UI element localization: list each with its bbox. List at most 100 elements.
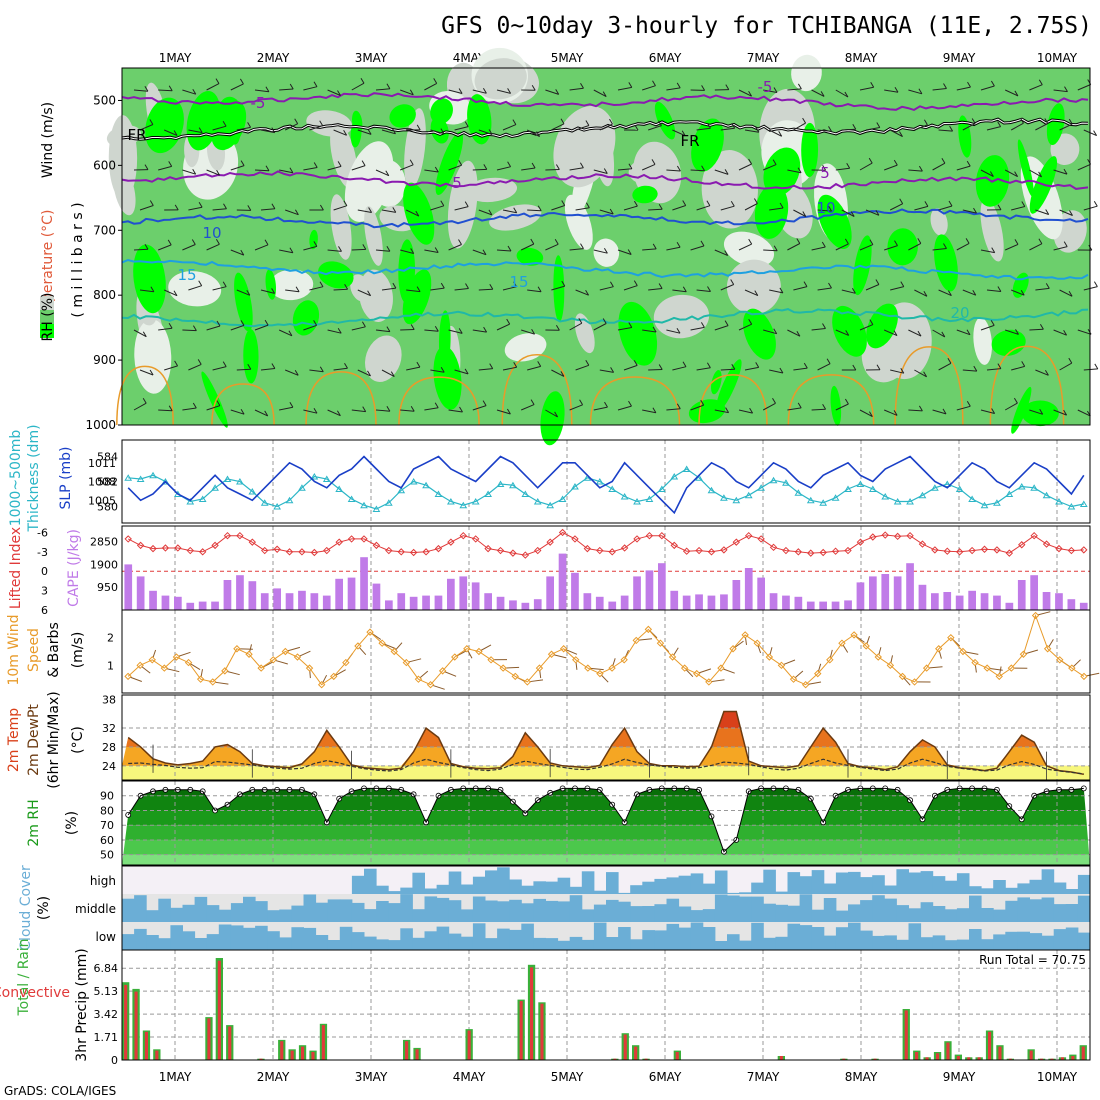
rh2m-label-2-group: (%)	[64, 811, 80, 835]
wind-barb	[980, 324, 995, 331]
wind-barb-flag	[489, 284, 494, 290]
wind-barb-flag	[869, 319, 874, 325]
wind-barb	[908, 169, 923, 172]
chart-title: GFS 0~10day 3-hourly for TCHIBANGA (11E,…	[441, 13, 1092, 39]
wind-barb	[139, 124, 154, 131]
precip-frame	[121, 949, 1091, 1061]
wind-barb-flag	[724, 169, 729, 175]
rh-dry-patch	[653, 294, 710, 339]
temp-line	[127, 710, 1084, 776]
wind-barb	[158, 327, 173, 331]
cloud-cover-bar	[364, 868, 377, 894]
wind-barb-flag	[223, 203, 227, 209]
cloud-cover-bar	[739, 896, 752, 922]
wind-barb-flag	[459, 406, 463, 413]
cloud-cover-bar	[751, 896, 764, 922]
day-label-top: 2MAY	[257, 51, 290, 65]
temp-25-contour	[894, 346, 964, 426]
thickness-marker	[521, 490, 530, 497]
cape-ytick: 1900	[90, 558, 118, 571]
cape-bar	[980, 593, 989, 610]
wind-barb	[139, 289, 154, 293]
thickness-marker	[347, 495, 356, 502]
wind-barb-flag	[362, 244, 367, 250]
wind-barb-flag	[652, 407, 657, 413]
precip-conv-bar	[134, 991, 138, 1060]
precip-conv-bar	[925, 1057, 929, 1060]
wind-barb	[206, 243, 220, 251]
wind-barb	[793, 286, 808, 291]
wind-barb	[859, 162, 873, 171]
wind-barb	[236, 289, 250, 296]
wind-barb	[865, 284, 880, 291]
wind-barb-flag	[482, 249, 487, 255]
wind-barb	[696, 127, 711, 131]
wind-barb-flag	[343, 200, 348, 206]
rh-dry-patch	[113, 165, 136, 216]
wind-barb	[133, 248, 149, 251]
wind-barb	[206, 405, 221, 411]
temp-ytick: 28	[102, 741, 116, 754]
wind-barb-flag	[265, 165, 270, 172]
temp-25-contour	[589, 376, 681, 426]
wind-barb-flag	[338, 246, 342, 252]
wind-barb	[454, 126, 469, 131]
temp-25-contour	[501, 354, 573, 426]
cloud-cover-bar	[460, 936, 474, 950]
wind-barb-flag	[1045, 283, 1050, 289]
wind-barb-flag	[264, 410, 269, 417]
cloud-cover-bar	[896, 905, 909, 922]
rh-moist-patch	[853, 235, 872, 296]
wind10-label-2: Speed	[26, 628, 42, 672]
rh-legend-swatch-dark	[40, 324, 54, 338]
wind-barb	[230, 165, 245, 171]
wind-barb	[720, 205, 735, 211]
wind-barb	[648, 208, 663, 211]
wind-barb	[835, 243, 849, 251]
rh-label: RH (%)	[40, 293, 56, 342]
day-label-bottom: 10MAY	[1037, 1070, 1078, 1084]
temp2m-panel: 38 32 28 24 2m Temp 2m DewPt (6hr Min/Max) (°C)	[6, 691, 1090, 789]
wind-barb-flag	[168, 322, 173, 329]
li-marker	[347, 535, 356, 543]
wind-barb	[279, 88, 294, 91]
cape-label: CAPE (J/kg)	[66, 529, 82, 607]
cloud-cover-bar	[872, 875, 885, 894]
cape-bar	[360, 557, 368, 610]
wind-barb	[763, 329, 777, 335]
wind-barb	[375, 169, 390, 177]
cloud-cover-bar	[835, 910, 849, 922]
wind-barb-flag	[240, 249, 245, 256]
cloud-cover-bar	[787, 872, 801, 894]
wind-barb-flag	[869, 239, 874, 245]
cape-bar	[397, 593, 406, 610]
wind-barb	[696, 205, 711, 211]
precip-conv-bar	[467, 1030, 471, 1060]
wind-barb-flag	[967, 81, 971, 88]
wind-barb	[381, 369, 395, 378]
li-label-group: Lifted Index	[8, 527, 24, 609]
wind-barb-flag	[271, 203, 276, 210]
wind-barb	[1053, 409, 1067, 416]
li-marker	[782, 546, 790, 555]
cloud-cover-bar	[521, 885, 534, 894]
wind-barb-flag	[294, 118, 299, 124]
cape-bar	[174, 596, 182, 610]
wind-barb-flag	[392, 207, 397, 213]
wind-barb	[357, 209, 372, 213]
wind-barb-flag	[198, 127, 203, 133]
li-ytick: 0	[41, 565, 48, 578]
wind-barb-flag	[144, 164, 149, 170]
precip-conv-bar	[1071, 1056, 1075, 1060]
wind-barb	[1083, 286, 1098, 291]
wind-barb-flag	[893, 410, 898, 416]
wind-barb-flag	[973, 207, 977, 214]
wind-barb	[1083, 205, 1098, 211]
cape-bar	[161, 595, 170, 610]
wind-barb	[666, 169, 681, 172]
li-marker	[459, 531, 467, 540]
thickness-marker	[211, 484, 219, 491]
cloud-cover-bar	[751, 882, 764, 894]
wind-barb	[599, 369, 614, 373]
cloud-cover-bar	[194, 896, 208, 922]
